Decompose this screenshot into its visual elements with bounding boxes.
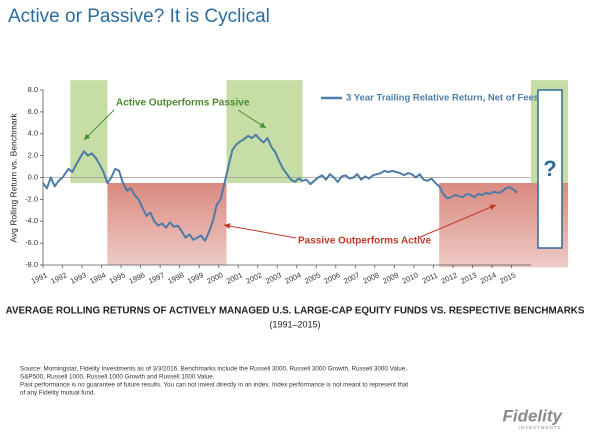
y-tick-label: 6.0	[28, 107, 38, 116]
logo-sub: INVESTMENTS	[518, 425, 561, 430]
caption-sub: (1991–2015)	[269, 319, 320, 329]
x-tick-label: 2013	[459, 270, 478, 285]
x-tick-label: 2010	[401, 270, 420, 285]
note: S&P500, Russell 1000, Russell 1000 Growt…	[20, 374, 215, 381]
y-tick-label: -4.0	[25, 216, 38, 225]
x-tick-label: 2002	[244, 270, 263, 285]
x-tick-label: 2011	[421, 270, 439, 285]
question-mark: ?	[543, 156, 556, 181]
arrow	[83, 109, 115, 141]
arrow	[223, 223, 297, 239]
x-tick-label: 2006	[323, 270, 342, 285]
annotation: Active Outperforms Passive	[116, 98, 250, 109]
x-tick-label: 1997	[147, 270, 166, 285]
chart-title: Active or Passive? It is Cyclical	[8, 6, 270, 27]
arrow	[237, 109, 267, 129]
x-tick-label: 2015	[498, 270, 517, 285]
x-tick-label: 2007	[342, 270, 361, 285]
x-tick-label: 1991	[30, 270, 49, 285]
x-tick-label: 1998	[166, 270, 185, 285]
y-tick-label: -2.0	[25, 194, 38, 203]
x-tick-label: 2012	[440, 270, 459, 285]
y-tick-label: 4.0	[28, 129, 38, 138]
x-tick-label: 1996	[127, 270, 146, 285]
note: Source: Morningstar, Fidelity Investment…	[20, 366, 407, 373]
y-tick-label: -8.0	[25, 260, 38, 269]
series-line	[42, 133, 518, 242]
y-axis-label: Avg Rolling Return vs. Benchmark	[8, 113, 18, 243]
x-tick-label: 2009	[381, 270, 400, 285]
note: Past performance is no guarantee of futu…	[20, 382, 408, 389]
arrow	[417, 204, 497, 239]
x-tick-label: 2014	[479, 270, 498, 285]
caption: AVERAGE ROLLING RETURNS OF ACTIVELY MANA…	[6, 306, 585, 317]
y-tick-label: 0.0	[28, 172, 38, 181]
annotation: Passive Outperforms Active	[298, 236, 431, 247]
legend-label: 3 Year Trailing Relative Return, Net of …	[346, 93, 539, 104]
region	[226, 80, 303, 183]
note: of any Fidelity mutual fund.	[20, 390, 96, 397]
y-tick-label: 8.0	[28, 85, 38, 94]
x-tick-label: 2000	[205, 270, 224, 285]
x-tick-label: 1993	[69, 270, 88, 285]
x-tick-label: 2004	[284, 270, 303, 285]
y-tick-label: -6.0	[25, 238, 38, 247]
region-shade	[107, 182, 227, 265]
x-tick-label: 2005	[303, 270, 322, 285]
x-tick-label: 1995	[108, 270, 127, 285]
x-tick-label: 1999	[186, 270, 205, 285]
x-tick-label: 2001	[225, 270, 244, 285]
x-tick-label: 1994	[88, 270, 107, 285]
x-tick-label: 2008	[362, 270, 381, 285]
y-tick-label: 2.0	[28, 151, 38, 160]
question-box	[537, 89, 563, 249]
x-tick-label: 2003	[264, 270, 283, 285]
logo: Fidelity	[502, 406, 563, 425]
x-tick-label: 1992	[49, 270, 68, 285]
